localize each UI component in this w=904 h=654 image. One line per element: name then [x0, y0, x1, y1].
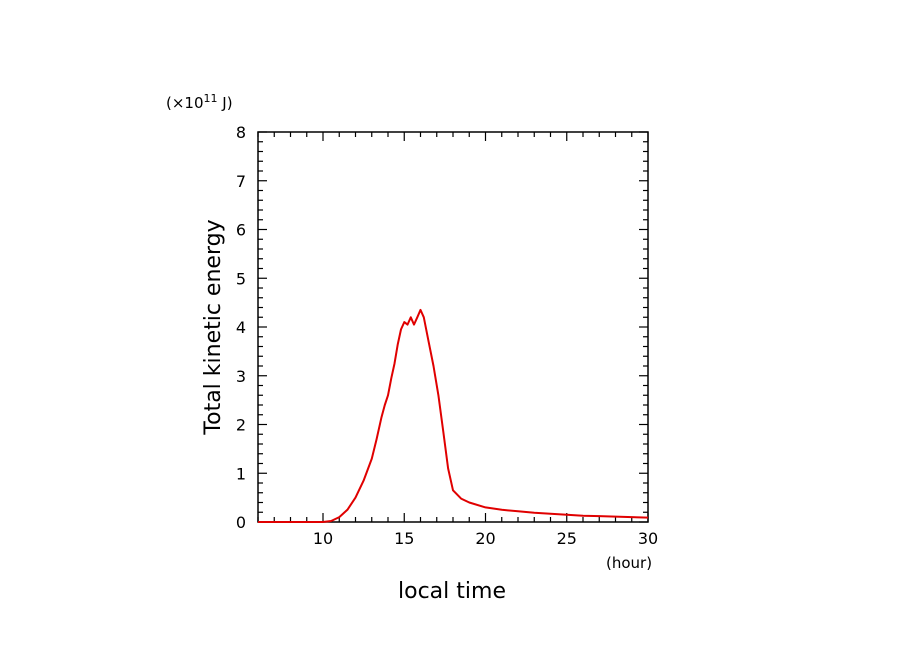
axis-ticks	[257, 131, 649, 523]
x-tick-label: 25	[557, 529, 577, 548]
y-tick-label: 8	[236, 123, 246, 142]
plot-frame	[257, 131, 649, 523]
y-axis-title: Total kinetic energy	[201, 219, 226, 435]
x-tick-label: 15	[394, 529, 414, 548]
y-tick-label: 6	[236, 221, 246, 240]
y-tick-label: 1	[236, 464, 246, 483]
x-tick-label: 10	[313, 529, 333, 548]
x-axis-title: local time	[398, 579, 506, 604]
x-tick-label: 30	[638, 529, 658, 548]
y-tick-label: 0	[236, 513, 246, 532]
y-tick-label: 5	[236, 269, 246, 288]
y-axis-unit: (×1011 J)	[166, 92, 233, 112]
y-tick-label: 7	[236, 172, 246, 191]
tick-labels: 10 15 20 25 30 0 1 2 3 4 5 6 7 8	[236, 123, 658, 548]
y-tick-label: 2	[236, 416, 246, 435]
series-layer	[258, 308, 649, 523]
kinetic-energy-line	[258, 308, 649, 523]
y-tick-label: 4	[236, 318, 246, 337]
y-tick-label: 3	[236, 367, 246, 386]
x-tick-label: 20	[475, 529, 495, 548]
x-axis-unit: (hour)	[606, 554, 652, 572]
